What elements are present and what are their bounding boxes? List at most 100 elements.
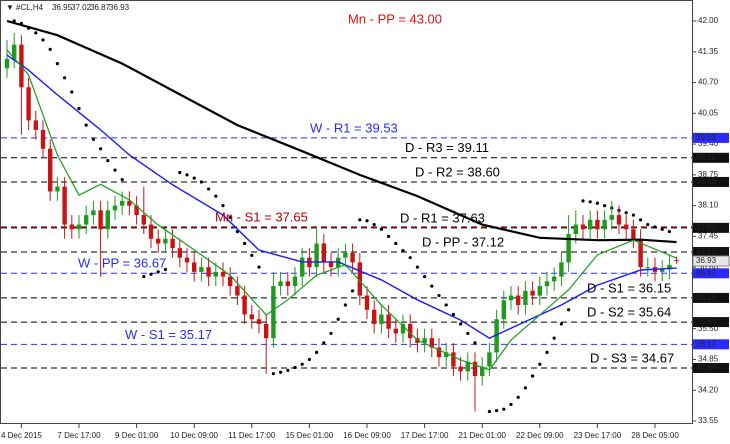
x-tick-label: 22 Dec 09:00 [516, 431, 564, 440]
candle-body [321, 243, 326, 263]
candle-body [494, 319, 499, 353]
sar-dot [192, 176, 196, 180]
sar-dot [235, 230, 239, 234]
sar-dot [487, 409, 491, 414]
candle-body [436, 347, 442, 358]
level-label: D - R1 = 37.63 [400, 210, 485, 225]
x-tick-label: 10 Dec 09:00 [170, 431, 218, 440]
sar-dot [149, 272, 153, 276]
candle-body [408, 323, 413, 339]
candle-body [242, 295, 247, 315]
candle-body [400, 323, 406, 334]
candle-body [638, 238, 643, 268]
candle-body [372, 309, 377, 324]
sar-dot [595, 201, 600, 205]
sar-dot [588, 200, 592, 204]
sar-dot [221, 204, 225, 208]
sar-dot [459, 322, 463, 326]
sar-dot [91, 137, 95, 141]
sar-dot [646, 222, 650, 227]
candle-body [480, 366, 485, 377]
candle-body [206, 267, 211, 277]
x-tick-label: 17 Dec 17:00 [401, 431, 449, 440]
level-price-box [693, 176, 729, 187]
candle-body [91, 210, 96, 216]
level-price-label: 37.63 [696, 223, 717, 232]
level-price-box [693, 362, 729, 373]
y-tick-label: 38.75 [698, 170, 719, 179]
level-price-label: 36.15 [696, 293, 717, 302]
candle-body [357, 262, 362, 296]
sar-dot [552, 336, 556, 340]
sar-dot [473, 341, 477, 345]
sar-dot [77, 106, 81, 111]
sar-dot [214, 194, 218, 198]
candle-body [26, 87, 31, 121]
candle-body [328, 262, 334, 268]
candle-body [285, 281, 290, 287]
sar-dot [653, 225, 657, 229]
y-tick-label: 41.35 [698, 47, 719, 56]
y-tick-label: 40.05 [698, 108, 719, 117]
candle-body [609, 215, 614, 220]
sar-dot [531, 374, 535, 378]
x-tick-label: 9 Dec 01:00 [115, 431, 159, 440]
x-tick-label: 7 Dec 17:00 [57, 431, 101, 440]
y-tick-label: 42.00 [698, 16, 719, 25]
level-label: D - S1 = 36.15 [587, 280, 671, 295]
sar-dot [120, 177, 124, 182]
level-price-box [693, 222, 729, 233]
candle-body [501, 300, 506, 320]
sar-dot [63, 76, 67, 80]
candle-body [249, 314, 254, 320]
candle-body [228, 276, 233, 287]
candle-body [271, 286, 276, 339]
candle-body [616, 215, 622, 225]
level-label: D - R3 = 39.11 [405, 140, 489, 155]
level-label: D - S3 = 34.67 [590, 350, 674, 365]
candle-body [516, 295, 521, 306]
sar-dot [581, 199, 585, 203]
sar-dot [523, 386, 528, 390]
y-tick-label: 33.55 [698, 416, 719, 425]
y-tick-label: 40.70 [698, 78, 719, 87]
candle-body [537, 286, 542, 296]
candle-body [379, 314, 384, 324]
candle-body [12, 44, 17, 59]
sar-dot [538, 362, 542, 366]
candle-body [429, 338, 434, 348]
sar-dot [401, 248, 405, 253]
sar-dot [329, 331, 333, 336]
candle-body [422, 338, 427, 343]
sar-dot [34, 31, 38, 35]
candle-body [4, 58, 10, 69]
level-price-label: 37.12 [696, 247, 717, 256]
candle-body [465, 361, 470, 372]
candle-body [112, 205, 118, 211]
level-label: D - PP - 37.12 [422, 234, 504, 249]
candle-body [674, 260, 679, 262]
sar-dot [451, 312, 455, 317]
level-label: D - R2 = 38.60 [415, 164, 500, 179]
level-label: W - PP = 36.67 [78, 256, 166, 271]
candle-body [444, 352, 449, 358]
sar-dot [48, 47, 52, 52]
candle-body [472, 361, 478, 377]
level-label: W - S1 = 35.17 [125, 327, 212, 342]
price-box [692, 255, 730, 267]
sar-dot [257, 265, 261, 269]
header-high: 37.02 [71, 3, 92, 12]
level-price-label: 39.11 [696, 153, 716, 162]
sar-dot [466, 331, 470, 336]
candle-body [566, 234, 571, 263]
candle-body [127, 200, 132, 206]
candle-body [624, 224, 629, 230]
sar-dot [631, 213, 636, 217]
sar-dot [444, 303, 448, 307]
sar-dot [387, 234, 391, 238]
candle-body [523, 290, 528, 306]
sar-dot [603, 204, 607, 208]
level-price-label: 39.53 [696, 133, 717, 142]
level-price-label: 34.67 [696, 363, 717, 372]
sar-dot [430, 284, 434, 288]
